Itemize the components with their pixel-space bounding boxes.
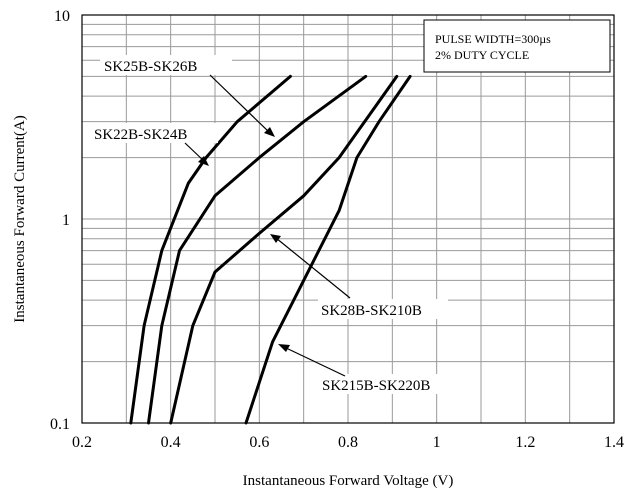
x-tick-label: 0.8	[338, 434, 358, 451]
pointer-arrowhead-sk215b-sk220b	[278, 344, 290, 352]
x-tick-label: 0.2	[72, 434, 92, 451]
x-tick-label: 0.6	[249, 434, 269, 451]
x-axis-title: Instantaneous Forward Voltage (V)	[243, 473, 454, 489]
note-line-pulse-width: PULSE WIDTH=300µs	[435, 32, 551, 46]
series-line-sk22b-sk24b	[129, 74, 292, 425]
pointer-line-sk215b-sk220b	[283, 346, 346, 377]
x-tick-label: 0.4	[161, 434, 181, 451]
x-tick-label: 1	[433, 434, 441, 451]
pointer-line-sk25b-sk26b	[209, 74, 271, 134]
series-label-bg-sk22b-sk24b	[90, 123, 218, 143]
note-box: PULSE WIDTH=300µs 2% DUTY CYCLE	[423, 19, 611, 73]
pointer-arrowhead-sk22b-sk24b	[198, 156, 209, 166]
y-tick-label: 10	[54, 8, 70, 25]
note-box-frame	[423, 19, 611, 73]
y-axis-title: Instantaneous Forward Current(A)	[12, 115, 28, 322]
note-line-duty-cycle: 2% DUTY CYCLE	[435, 48, 529, 62]
tick-labels: 0.2 0.4 0.6 0.8 1 1.2 1.4 0.1 1 10	[50, 8, 624, 451]
series-label-bg-sk28b-sk210b	[318, 299, 448, 319]
label-pointers	[184, 74, 351, 377]
plot-frame	[81, 14, 615, 424]
series-label-sk22b-sk24b: SK22B-SK24B	[94, 127, 187, 143]
series-label-sk25b-sk26b: SK25B-SK26B	[104, 59, 197, 75]
y-tick-label: 0.1	[50, 416, 70, 433]
pointer-line-sk28b-sk210b	[275, 237, 351, 299]
pointer-arrowhead-sk28b-sk210b	[270, 234, 281, 243]
series-lines	[129, 74, 412, 425]
pointer-arrowhead-sk25b-sk26b	[264, 127, 275, 137]
x-tick-label: 1.4	[604, 434, 624, 451]
x-tick-label: 1.2	[515, 434, 535, 451]
series-label-sk28b-sk210b: SK28B-SK210B	[321, 303, 422, 319]
series-line-sk28b-sk210b	[169, 74, 399, 425]
series-labels: SK25B-SK26B SK22B-SK24B SK28B-SK210B SK2…	[90, 55, 457, 394]
series-label-sk215b-sk220b: SK215B-SK220B	[322, 378, 430, 394]
y-tick-label: 1	[62, 212, 70, 229]
series-label-bg-sk25b-sk26b	[100, 55, 232, 75]
series-label-bg-sk215b-sk220b	[319, 374, 457, 394]
grid-lines	[82, 15, 614, 423]
series-line-sk25b-sk26b	[147, 74, 368, 425]
series-line-sk215b-sk220b	[244, 74, 412, 425]
